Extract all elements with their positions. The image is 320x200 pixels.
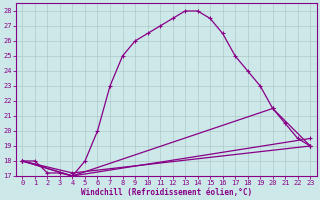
X-axis label: Windchill (Refroidissement éolien,°C): Windchill (Refroidissement éolien,°C)	[81, 188, 252, 197]
